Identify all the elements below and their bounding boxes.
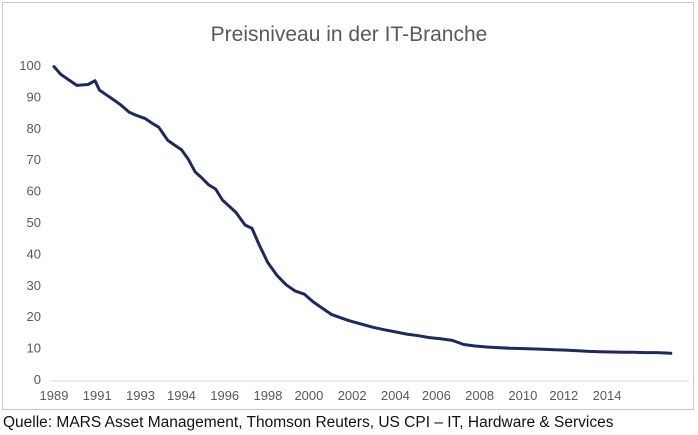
y-tick-label: 20 xyxy=(27,309,41,324)
x-tick-label: 2006 xyxy=(422,388,451,403)
x-tick-label: 2004 xyxy=(381,388,410,403)
series-layer xyxy=(52,65,673,355)
y-tick-label: 70 xyxy=(27,152,41,167)
chart-frame: Preisniveau in der IT-Branche 0 10 20 30 40 5… xyxy=(2,2,694,410)
y-tick-label: 90 xyxy=(27,89,41,104)
x-tick-label: 1989 xyxy=(40,388,69,403)
x-tick-label: 2012 xyxy=(549,388,578,403)
source-caption: Quelle: MARS Asset Management, Thomson R… xyxy=(3,414,614,431)
y-tick-label: 100 xyxy=(19,58,41,73)
x-tick-label: 1993 xyxy=(126,388,155,403)
x-tick-label: 1991 xyxy=(83,388,112,403)
line-chart: Preisniveau in der IT-Branche 0 10 20 30 40 5… xyxy=(19,23,689,403)
chart-title: Preisniveau in der IT-Branche xyxy=(211,23,488,46)
y-axis-tick-labels: 0 10 20 30 40 50 60 70 80 90 100 xyxy=(19,58,41,387)
x-axis-tick-labels: 1989 1991 1993 1994 1996 1998 2000 2002 2004 2006… xyxy=(40,388,622,403)
y-tick-label: 80 xyxy=(27,121,41,136)
y-tick-label: 10 xyxy=(27,341,41,356)
y-tick-label: 30 xyxy=(27,278,41,293)
y-tick-label: 0 xyxy=(34,372,41,387)
x-tick-label: 1994 xyxy=(167,388,196,403)
series-line xyxy=(52,65,673,355)
x-tick-label: 2002 xyxy=(338,388,367,403)
x-tick-label: 2014 xyxy=(593,388,622,403)
x-tick-label: 2000 xyxy=(294,388,323,403)
y-tick-label: 50 xyxy=(27,215,41,230)
x-tick-label: 1996 xyxy=(210,388,239,403)
x-tick-label: 2010 xyxy=(508,388,537,403)
x-tick-label: 2008 xyxy=(465,388,494,403)
x-tick-label: 1998 xyxy=(253,388,282,403)
y-tick-label: 60 xyxy=(27,184,41,199)
y-tick-label: 40 xyxy=(27,246,41,261)
